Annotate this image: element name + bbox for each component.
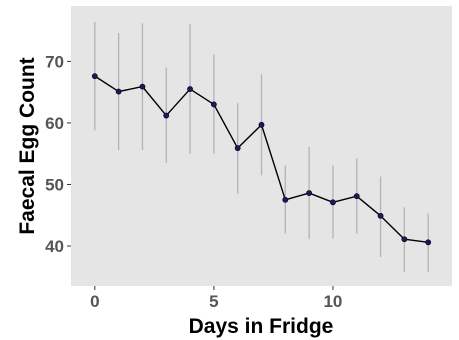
y-tick-label-40: 40 — [45, 237, 64, 256]
x-tick-label-0: 0 — [90, 292, 99, 311]
data-point-0 — [91, 73, 98, 80]
y-tick-label-60: 60 — [45, 114, 64, 133]
data-point-14 — [425, 239, 432, 246]
x-axis-title: Days in Fridge — [189, 315, 334, 338]
data-points — [91, 73, 432, 246]
data-point-2 — [139, 83, 146, 90]
data-point-6 — [234, 145, 241, 152]
y-axis: 40 50 60 70 — [45, 52, 71, 256]
data-point-10 — [330, 199, 336, 206]
data-point-12 — [377, 212, 384, 219]
data-point-1 — [115, 88, 122, 95]
y-tick-label-50: 50 — [45, 175, 64, 194]
data-point-9 — [306, 190, 313, 196]
x-tick-label-10: 10 — [323, 292, 342, 311]
x-tick-label-5: 5 — [209, 292, 218, 311]
data-point-8 — [282, 196, 289, 203]
data-point-13 — [401, 236, 408, 243]
data-point-11 — [353, 193, 360, 200]
y-tick-label-70: 70 — [45, 52, 64, 71]
x-axis: 0 5 10 — [90, 286, 342, 311]
data-point-5 — [210, 101, 217, 108]
data-point-3 — [163, 112, 170, 119]
data-point-7 — [258, 121, 265, 128]
y-axis-title: Faecal Egg Count — [16, 57, 39, 234]
data-point-4 — [187, 86, 193, 92]
